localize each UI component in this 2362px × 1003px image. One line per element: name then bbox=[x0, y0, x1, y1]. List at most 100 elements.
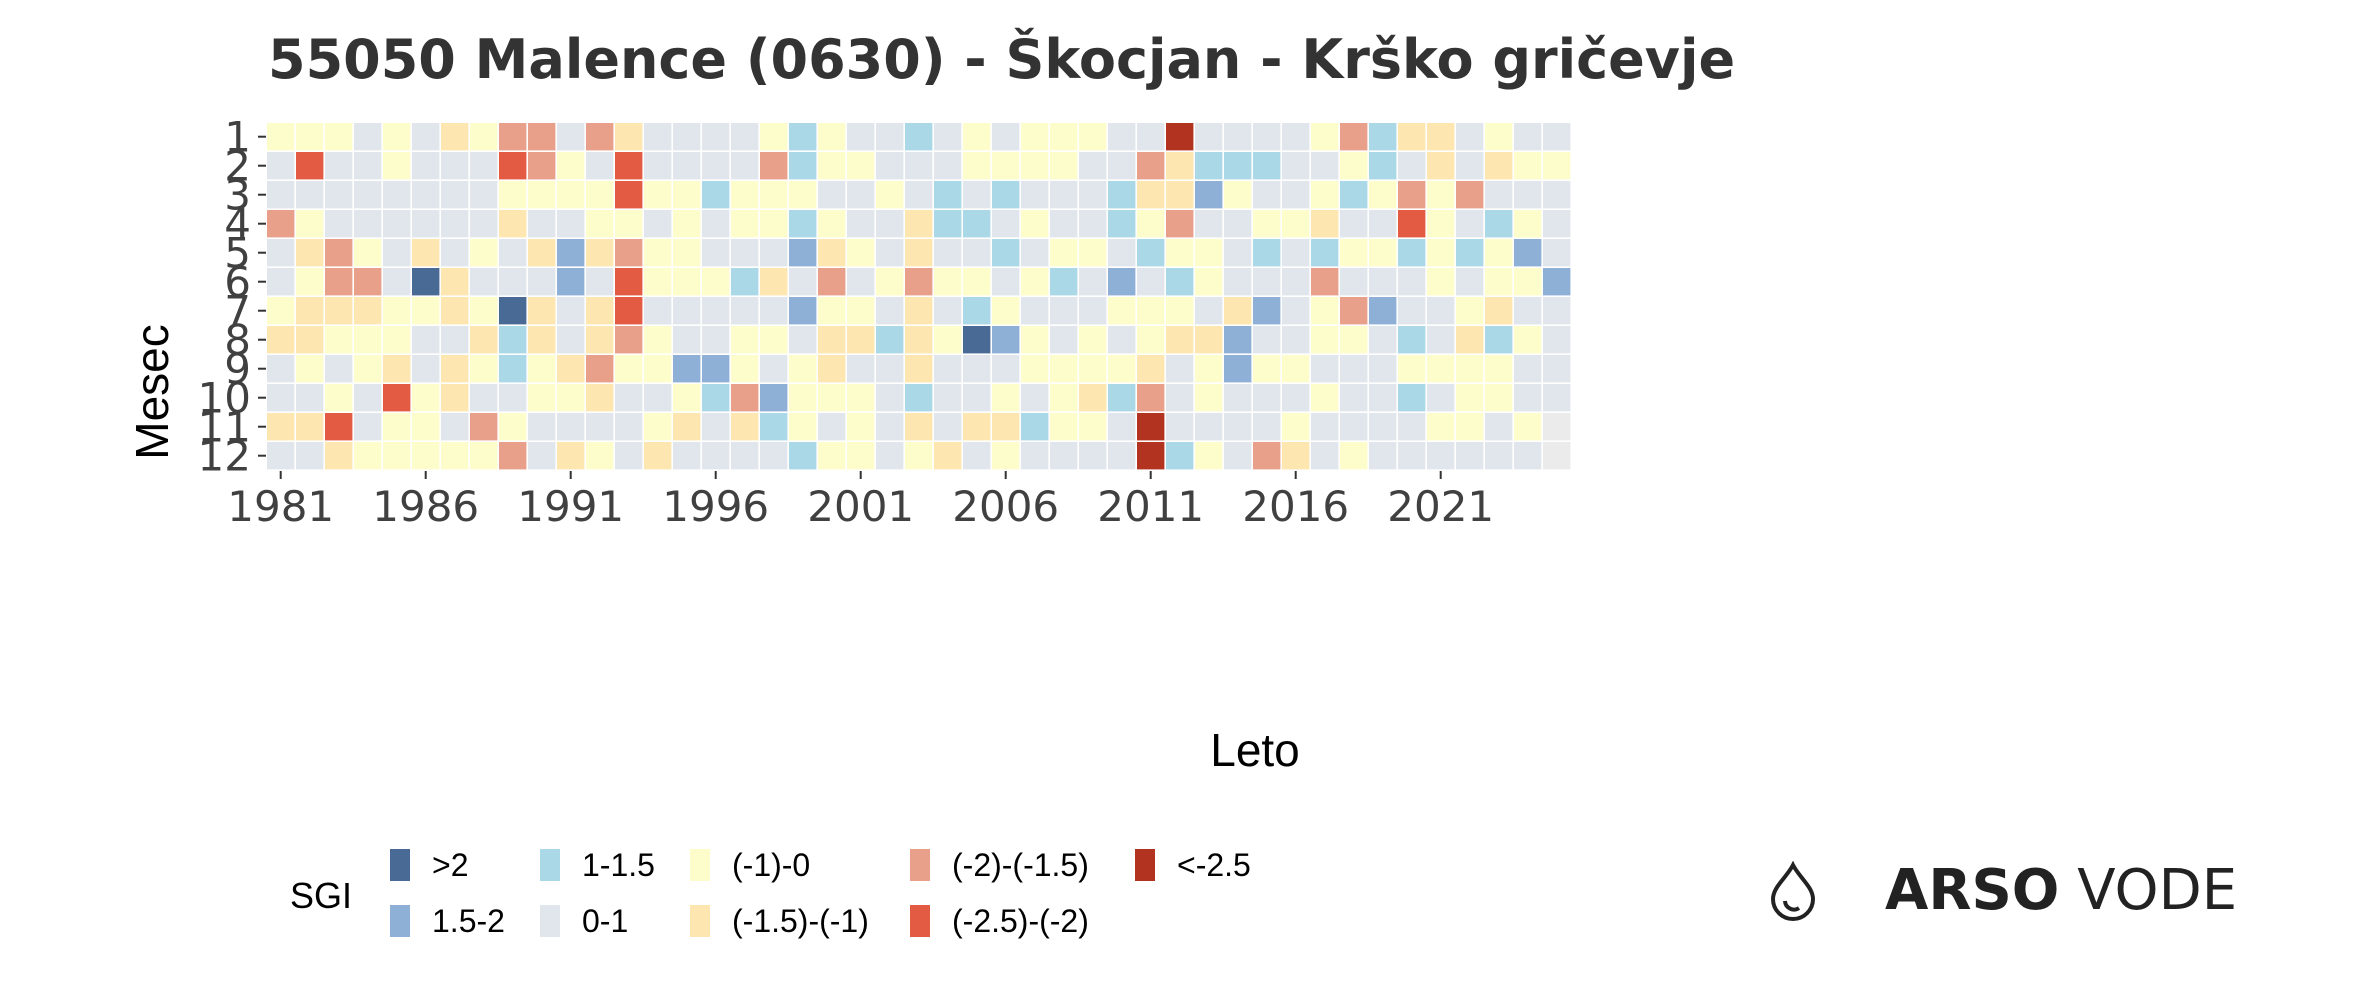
heatmap-cell bbox=[818, 297, 846, 325]
heatmap-cell bbox=[818, 442, 846, 470]
heatmap-cell bbox=[1108, 326, 1136, 354]
legend-label: 1.5-2 bbox=[432, 902, 505, 939]
heatmap-cell bbox=[1195, 355, 1223, 383]
heatmap-cell bbox=[905, 413, 933, 441]
heatmap-cell bbox=[1282, 239, 1310, 267]
heatmap-cell bbox=[847, 413, 875, 441]
heatmap-cell bbox=[876, 181, 904, 209]
heatmap-cell bbox=[1224, 152, 1252, 180]
heatmap-cell bbox=[296, 297, 324, 325]
heatmap-cell bbox=[499, 442, 527, 470]
heatmap-cell bbox=[1485, 123, 1513, 151]
heatmap-cell bbox=[470, 442, 498, 470]
heatmap-cell bbox=[992, 384, 1020, 412]
heatmap-cell bbox=[1427, 123, 1455, 151]
heatmap-cell bbox=[499, 239, 527, 267]
heatmap-cell bbox=[673, 181, 701, 209]
heatmap-cell bbox=[673, 239, 701, 267]
heatmap-cell bbox=[847, 384, 875, 412]
heatmap-cell bbox=[1137, 413, 1165, 441]
heatmap-cell bbox=[441, 355, 469, 383]
heatmap-cell bbox=[1166, 239, 1194, 267]
heatmap-cell bbox=[905, 384, 933, 412]
heatmap-cell bbox=[1398, 384, 1426, 412]
heatmap-cell bbox=[992, 326, 1020, 354]
heatmap-cell bbox=[876, 239, 904, 267]
heatmap-cell bbox=[1369, 442, 1397, 470]
x-tick-label: 1991 bbox=[517, 482, 624, 531]
heatmap-cell bbox=[354, 210, 382, 238]
heatmap-cell bbox=[963, 268, 991, 296]
heatmap-cell bbox=[963, 152, 991, 180]
water-drop-icon bbox=[1770, 860, 1816, 921]
heatmap-cell bbox=[354, 239, 382, 267]
heatmap-cell bbox=[412, 326, 440, 354]
heatmap-cell bbox=[267, 239, 295, 267]
heatmap-cell bbox=[644, 268, 672, 296]
heatmap-cell bbox=[760, 297, 788, 325]
heatmap-cell bbox=[702, 210, 730, 238]
heatmap-cell bbox=[586, 152, 614, 180]
heatmap-cell bbox=[615, 413, 643, 441]
heatmap-cell bbox=[992, 442, 1020, 470]
heatmap-cell bbox=[1195, 297, 1223, 325]
heatmap-cell bbox=[1369, 210, 1397, 238]
heatmap-cell bbox=[557, 442, 585, 470]
heatmap-cell bbox=[1195, 413, 1223, 441]
heatmap-cell bbox=[383, 239, 411, 267]
heatmap-cell bbox=[760, 210, 788, 238]
heatmap-cell bbox=[528, 326, 556, 354]
heatmap-cell bbox=[1543, 413, 1571, 441]
heatmap-cell bbox=[1224, 413, 1252, 441]
heatmap-cell bbox=[1224, 384, 1252, 412]
legend-swatch bbox=[540, 905, 560, 937]
heatmap-cell bbox=[1340, 210, 1368, 238]
heatmap-cell bbox=[615, 297, 643, 325]
heatmap-cell bbox=[470, 326, 498, 354]
heatmap-cell bbox=[1079, 297, 1107, 325]
heatmap-cell bbox=[1050, 123, 1078, 151]
heatmap-cell bbox=[383, 355, 411, 383]
heatmap-cell bbox=[528, 210, 556, 238]
heatmap-cell bbox=[847, 442, 875, 470]
heatmap-cell bbox=[470, 210, 498, 238]
heatmap-cell bbox=[1079, 181, 1107, 209]
heatmap-cell bbox=[1485, 210, 1513, 238]
heatmap-cell bbox=[499, 326, 527, 354]
heatmap-cell bbox=[963, 442, 991, 470]
heatmap-cell bbox=[1369, 355, 1397, 383]
heatmap-cell bbox=[1108, 181, 1136, 209]
heatmap-cell bbox=[1398, 268, 1426, 296]
heatmap-cell bbox=[934, 210, 962, 238]
heatmap-cell bbox=[1050, 326, 1078, 354]
heatmap-cell bbox=[644, 210, 672, 238]
brand-name-strong: ARSO bbox=[1885, 858, 2060, 923]
heatmap-cell bbox=[1137, 442, 1165, 470]
heatmap-cell bbox=[1253, 210, 1281, 238]
heatmap-cell bbox=[499, 268, 527, 296]
x-axis: 1981 1986 1991 1996 2001 2006 2011 2016 2021 bbox=[227, 471, 1494, 531]
heatmap-cell bbox=[586, 384, 614, 412]
heatmap-cell bbox=[847, 152, 875, 180]
heatmap-cell bbox=[1166, 413, 1194, 441]
heatmap-cell bbox=[470, 413, 498, 441]
heatmap-cell bbox=[934, 442, 962, 470]
heatmap-cell bbox=[1021, 442, 1049, 470]
heatmap-cell bbox=[1398, 123, 1426, 151]
heatmap-cell bbox=[528, 181, 556, 209]
heatmap-cell bbox=[1166, 152, 1194, 180]
heatmap-cell bbox=[818, 152, 846, 180]
heatmap-cell bbox=[1543, 210, 1571, 238]
brand-logo: ARSO VODE bbox=[1765, 858, 2237, 923]
heatmap-cell bbox=[1253, 239, 1281, 267]
y-axis-title: Mesec bbox=[126, 324, 178, 459]
heatmap-cell bbox=[1050, 239, 1078, 267]
heatmap-cell bbox=[412, 442, 440, 470]
heatmap-cell bbox=[1137, 384, 1165, 412]
heatmap-cell bbox=[702, 413, 730, 441]
heatmap-cell bbox=[1456, 297, 1484, 325]
heatmap-cell bbox=[1398, 413, 1426, 441]
heatmap-cell bbox=[644, 326, 672, 354]
heatmap-cell bbox=[325, 355, 353, 383]
heatmap-cell bbox=[1427, 210, 1455, 238]
